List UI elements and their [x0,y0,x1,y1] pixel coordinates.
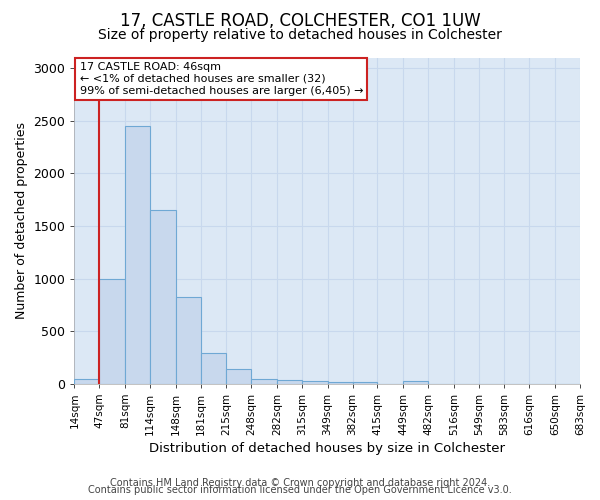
Bar [74,378,100,384]
Bar [125,126,150,384]
Bar [277,380,302,384]
Text: Contains public sector information licensed under the Open Government Licence v3: Contains public sector information licen… [88,485,512,495]
Text: 17 CASTLE ROAD: 46sqm
← <1% of detached houses are smaller (32)
99% of semi-deta: 17 CASTLE ROAD: 46sqm ← <1% of detached … [80,62,363,96]
Text: Size of property relative to detached houses in Colchester: Size of property relative to detached ho… [98,28,502,42]
Bar [150,210,176,384]
Y-axis label: Number of detached properties: Number of detached properties [15,122,28,319]
Bar [100,278,125,384]
Bar [251,378,277,384]
Text: Contains HM Land Registry data © Crown copyright and database right 2024.: Contains HM Land Registry data © Crown c… [110,478,490,488]
X-axis label: Distribution of detached houses by size in Colchester: Distribution of detached houses by size … [149,442,505,455]
Bar [302,380,328,384]
Bar [226,368,251,384]
Bar [353,382,377,384]
Bar [176,296,200,384]
Bar [328,382,353,384]
Bar [200,354,226,384]
Bar [403,380,428,384]
Text: 17, CASTLE ROAD, COLCHESTER, CO1 1UW: 17, CASTLE ROAD, COLCHESTER, CO1 1UW [119,12,481,30]
